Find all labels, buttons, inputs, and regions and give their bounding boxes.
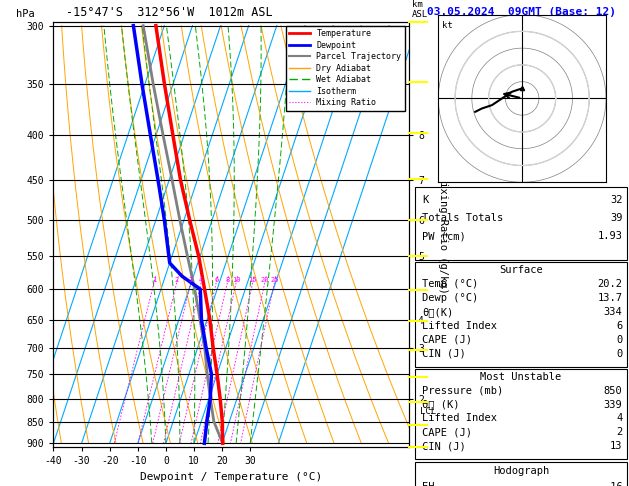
- Bar: [415, 369, 627, 459]
- Text: 0: 0: [616, 335, 623, 345]
- Text: 0: 0: [616, 348, 623, 359]
- Text: Hodograph: Hodograph: [493, 466, 549, 476]
- Text: 850: 850: [604, 386, 623, 396]
- Text: 13.7: 13.7: [598, 293, 623, 303]
- Text: 20.2: 20.2: [598, 279, 623, 289]
- Text: θᴁ(K): θᴁ(K): [422, 307, 453, 317]
- Text: Lifted Index: Lifted Index: [422, 414, 497, 423]
- Text: 6: 6: [214, 277, 218, 283]
- Text: 39: 39: [610, 213, 623, 223]
- Text: 20: 20: [260, 277, 269, 283]
- Text: 10: 10: [232, 277, 240, 283]
- Text: 03.05.2024  09GMT (Base: 12): 03.05.2024 09GMT (Base: 12): [426, 7, 616, 17]
- Text: km
ASL: km ASL: [412, 0, 428, 19]
- X-axis label: Dewpoint / Temperature (°C): Dewpoint / Temperature (°C): [140, 472, 322, 482]
- Text: 2: 2: [175, 277, 179, 283]
- Text: 4: 4: [616, 414, 623, 423]
- Text: Dewp (°C): Dewp (°C): [422, 293, 478, 303]
- Text: Lifted Index: Lifted Index: [422, 321, 497, 331]
- Text: -16: -16: [604, 482, 623, 486]
- Text: K: K: [422, 195, 428, 205]
- Bar: [415, 262, 627, 367]
- Text: CIN (J): CIN (J): [422, 348, 465, 359]
- Text: LCL: LCL: [420, 407, 436, 416]
- Text: 2: 2: [616, 427, 623, 437]
- Text: CAPE (J): CAPE (J): [422, 427, 472, 437]
- Text: Most Unstable: Most Unstable: [481, 372, 562, 382]
- Text: Temp (°C): Temp (°C): [422, 279, 478, 289]
- Text: kt: kt: [442, 21, 452, 30]
- Text: 1.93: 1.93: [598, 231, 623, 242]
- Bar: [415, 187, 627, 260]
- Text: 13: 13: [610, 441, 623, 451]
- Text: hPa: hPa: [16, 9, 35, 19]
- Legend: Temperature, Dewpoint, Parcel Trajectory, Dry Adiabat, Wet Adiabat, Isotherm, Mi: Temperature, Dewpoint, Parcel Trajectory…: [286, 26, 404, 111]
- Text: 6: 6: [616, 321, 623, 331]
- Text: θᴁ (K): θᴁ (K): [422, 399, 459, 410]
- Text: 32: 32: [610, 195, 623, 205]
- Text: Surface: Surface: [499, 265, 543, 275]
- Text: CIN (J): CIN (J): [422, 441, 465, 451]
- Text: 15: 15: [248, 277, 257, 283]
- Text: CAPE (J): CAPE (J): [422, 335, 472, 345]
- Bar: [415, 462, 627, 486]
- Text: 8: 8: [225, 277, 230, 283]
- Text: Totals Totals: Totals Totals: [422, 213, 503, 223]
- Text: 4: 4: [199, 277, 203, 283]
- Text: 3: 3: [189, 277, 193, 283]
- Y-axis label: Mixing Ratio (g/kg): Mixing Ratio (g/kg): [438, 175, 448, 294]
- Text: 1: 1: [152, 277, 156, 283]
- Text: 334: 334: [604, 307, 623, 317]
- Text: -15°47'S  312°56'W  1012m ASL: -15°47'S 312°56'W 1012m ASL: [66, 6, 272, 19]
- Text: 339: 339: [604, 399, 623, 410]
- Text: PW (cm): PW (cm): [422, 231, 465, 242]
- Text: 25: 25: [270, 277, 279, 283]
- Text: Pressure (mb): Pressure (mb): [422, 386, 503, 396]
- Text: EH: EH: [422, 482, 434, 486]
